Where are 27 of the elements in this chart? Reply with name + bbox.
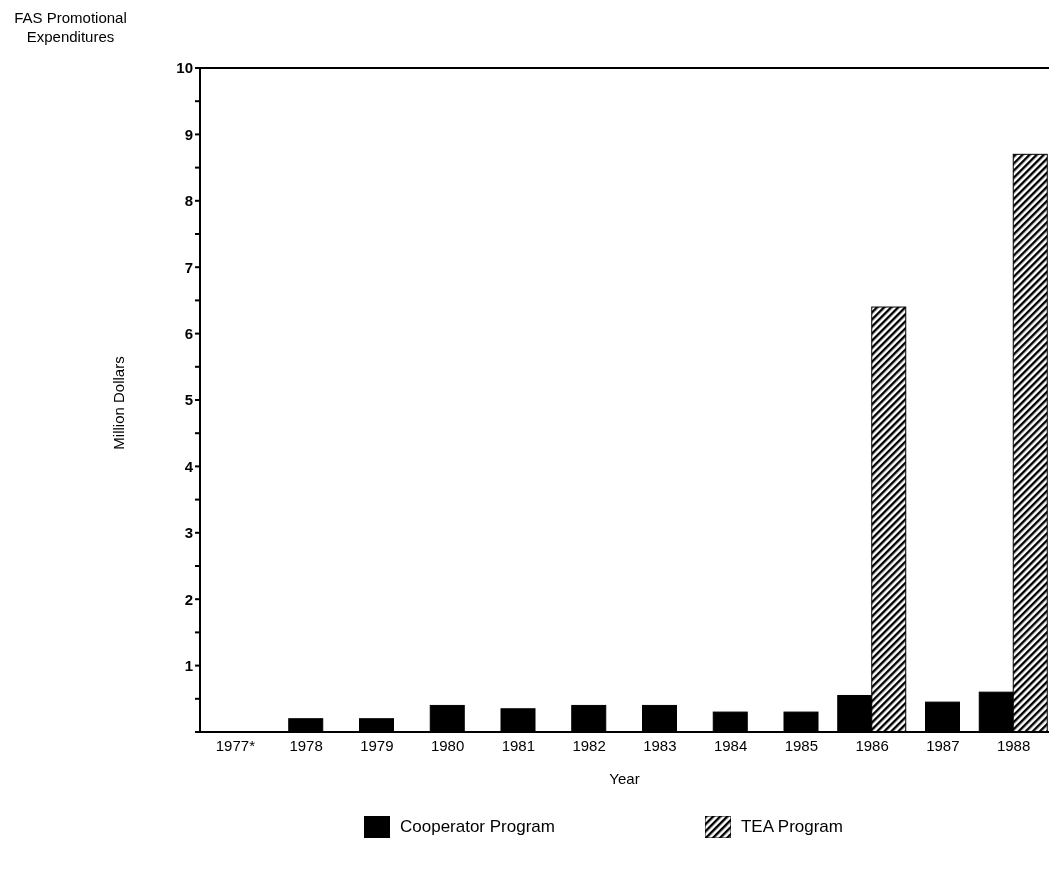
y-tick-label: 8 bbox=[184, 192, 193, 210]
x-tick-label: 1988 bbox=[996, 736, 1031, 754]
y-tick-label: 5 bbox=[184, 391, 193, 409]
y-tick-label: 10 bbox=[176, 59, 193, 77]
text: FAS Promotional Expenditures bbox=[13, 8, 128, 46]
y-axis-title: Million Dollars bbox=[109, 356, 127, 450]
legend-label: TEA Program bbox=[740, 817, 843, 837]
x-tick-label: 1978 bbox=[289, 736, 323, 754]
x-tick-label: 1987 bbox=[926, 736, 960, 754]
x-tick-label: 1977* bbox=[215, 736, 256, 754]
y-tick-label: 4 bbox=[184, 457, 194, 475]
y-tick-label: 9 bbox=[184, 125, 193, 143]
y-tick-label: 7 bbox=[184, 258, 193, 276]
x-axis-title: Year bbox=[609, 770, 640, 787]
x-tick-label: 1984 bbox=[713, 736, 748, 754]
x-tick-label: 1983 bbox=[643, 736, 677, 754]
x-tick-label: 1985 bbox=[784, 736, 819, 754]
y-tick-label: 3 bbox=[184, 524, 193, 542]
legend-label: Cooperator Program bbox=[399, 817, 555, 837]
x-tick-label: 1980 bbox=[430, 736, 465, 754]
x-tick-label: 1981 bbox=[501, 736, 536, 754]
y-tick-label: 6 bbox=[184, 324, 193, 342]
x-tick-label: 1986 bbox=[855, 736, 889, 754]
x-tick-label: 1982 bbox=[572, 736, 606, 754]
x-tick-label: 1979 bbox=[360, 736, 394, 754]
y-tick-label: 1 bbox=[184, 656, 193, 674]
y-tick-label: 2 bbox=[184, 590, 193, 608]
